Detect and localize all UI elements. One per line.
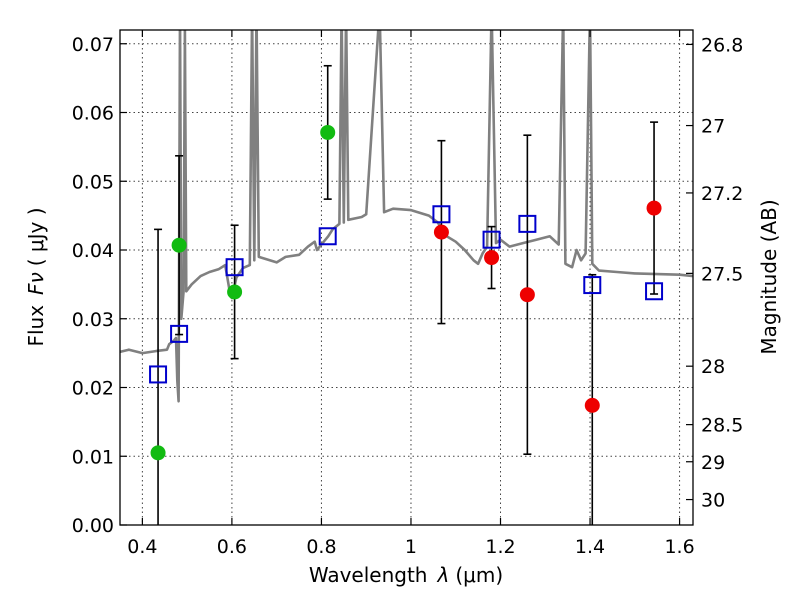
y2-tick-label: 27.5 bbox=[701, 263, 743, 285]
y-tick-label: 0.01 bbox=[72, 446, 114, 468]
x-tick-label: 0.6 bbox=[217, 536, 247, 558]
model-square-point bbox=[518, 214, 537, 233]
model-square-point bbox=[645, 282, 664, 301]
data-markers bbox=[149, 124, 664, 461]
y-tick-label: 0.00 bbox=[72, 515, 114, 537]
green-data-point bbox=[171, 237, 187, 253]
y-tick-label: 0.05 bbox=[72, 171, 114, 193]
y-tick-labels: 0.00 0.01 0.02 0.03 0.04 0.05 0.06 0.07 bbox=[72, 34, 114, 537]
spectrum-layer bbox=[120, 30, 693, 403]
model-square-point bbox=[432, 205, 451, 224]
model-square-point bbox=[225, 258, 244, 277]
y-axis-label: FluxFν( μJy ) bbox=[24, 207, 48, 346]
green-data-point bbox=[320, 124, 336, 140]
y2-tick-label: 29 bbox=[701, 452, 725, 474]
red-data-point bbox=[484, 250, 500, 266]
green-data-point bbox=[150, 445, 166, 461]
x-tick-labels: 0.4 0.6 0.8 1 1.2 1.4 1.6 bbox=[127, 536, 694, 558]
y-tick-label: 0.06 bbox=[72, 103, 114, 125]
x-tick-label: 1.4 bbox=[575, 536, 605, 558]
model-square-point bbox=[170, 324, 189, 343]
model-square-point bbox=[318, 227, 337, 246]
y2-tick-label: 27.2 bbox=[701, 183, 743, 205]
y-tick-label: 0.02 bbox=[72, 378, 114, 400]
y2-tick-labels: 26.8 27 27.2 27.5 28 28.5 29 30 bbox=[701, 34, 743, 511]
x-tick-label: 1.2 bbox=[485, 536, 515, 558]
x-tick-label: 0.4 bbox=[127, 536, 157, 558]
red-data-point bbox=[519, 287, 535, 303]
tick-marks bbox=[120, 30, 693, 526]
red-data-point bbox=[646, 200, 662, 216]
grid bbox=[120, 30, 693, 526]
y2-tick-label: 28 bbox=[701, 356, 725, 378]
plot-frame bbox=[119, 29, 694, 526]
red-data-point bbox=[584, 397, 600, 413]
error-bars bbox=[154, 64, 659, 525]
y2-axis-label: Magnitude (AB) bbox=[757, 199, 781, 354]
y2-tick-label: 27 bbox=[701, 116, 725, 138]
y2-tick-label: 26.8 bbox=[701, 34, 743, 56]
y2-tick-label: 30 bbox=[701, 490, 725, 512]
red-data-point bbox=[433, 224, 449, 240]
model-square-point bbox=[482, 230, 501, 249]
y2-tick-label: 28.5 bbox=[701, 415, 743, 437]
green-data-point bbox=[227, 284, 243, 300]
model-spectrum-line bbox=[120, 30, 693, 403]
y-tick-label: 0.04 bbox=[72, 240, 114, 262]
x-tick-label: 1.6 bbox=[664, 536, 694, 558]
x-tick-label: 0.8 bbox=[306, 536, 336, 558]
x-tick-label: 1 bbox=[405, 536, 417, 558]
y-tick-label: 0.07 bbox=[72, 34, 114, 56]
x-axis-label: Wavelength λ (μm) bbox=[309, 563, 503, 587]
model-square-point bbox=[583, 276, 602, 295]
model-square-point bbox=[149, 365, 168, 384]
y-tick-label: 0.03 bbox=[72, 309, 114, 331]
